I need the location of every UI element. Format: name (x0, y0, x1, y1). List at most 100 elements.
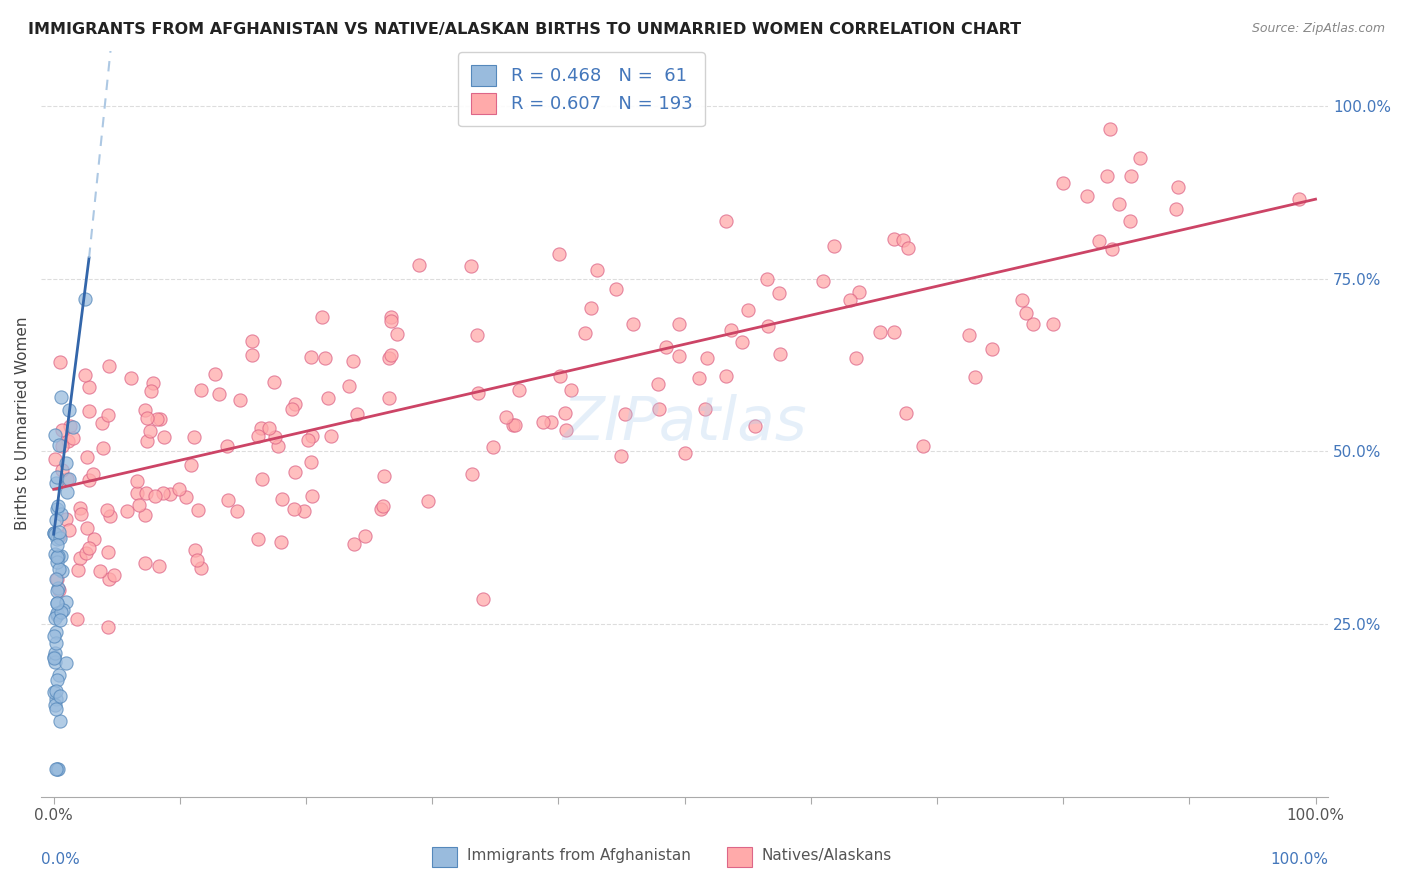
Point (1129, 151, 1152, 165)
Point (963, 369, 986, 384)
Point (301, 489, 323, 503)
Point (58, 523, 80, 537)
Point (46, 538, 69, 552)
Point (149, 412, 172, 426)
Point (135, 411, 157, 425)
Point (42, 650, 65, 665)
Point (153, 430, 176, 444)
Point (45, 702, 67, 716)
Point (668, 350, 690, 364)
Point (49, 507, 72, 521)
Point (120, 371, 142, 385)
Point (46, 606, 69, 620)
Point (263, 375, 285, 389)
Point (668, 318, 690, 332)
Point (45, 625, 67, 640)
Point (240, 348, 263, 362)
Point (56, 484, 79, 499)
Point (579, 301, 602, 315)
Point (883, 325, 905, 339)
Point (240, 334, 263, 348)
Point (159, 486, 181, 500)
Text: Immigrants from Afghanistan: Immigrants from Afghanistan (467, 847, 690, 863)
Point (97, 572, 120, 586)
Point (46, 596, 69, 610)
Point (75, 546, 97, 560)
Point (408, 258, 430, 272)
Point (897, 241, 920, 255)
Point (44, 428, 66, 442)
Point (693, 402, 716, 417)
Point (647, 376, 669, 391)
Point (502, 418, 524, 433)
Point (89, 564, 111, 578)
Point (387, 326, 409, 341)
Text: Source: ZipAtlas.com: Source: ZipAtlas.com (1251, 22, 1385, 36)
Point (299, 350, 322, 364)
Point (167, 483, 190, 497)
Point (246, 429, 269, 443)
Point (51, 438, 73, 452)
Point (44, 655, 66, 669)
Point (97, 620, 120, 634)
Point (838, 293, 860, 307)
Point (52, 603, 75, 617)
Point (44, 526, 66, 541)
Point (894, 407, 917, 421)
Point (139, 384, 162, 399)
Point (1052, 176, 1074, 190)
Point (49, 613, 72, 627)
Point (45, 762, 67, 776)
Point (613, 407, 636, 421)
Point (270, 534, 292, 549)
Point (58, 403, 80, 417)
Point (45, 584, 67, 599)
Point (79, 541, 101, 555)
Point (1014, 305, 1036, 319)
Point (146, 412, 169, 426)
Point (1167, 180, 1189, 194)
Point (314, 351, 336, 366)
Point (45, 502, 67, 516)
Point (115, 504, 138, 518)
Text: IMMIGRANTS FROM AFGHANISTAN VS NATIVE/ALASKAN BIRTHS TO UNMARRIED WOMEN CORRELAT: IMMIGRANTS FROM AFGHANISTAN VS NATIVE/AL… (28, 22, 1021, 37)
Point (44, 547, 66, 561)
Point (540, 416, 562, 430)
Point (337, 379, 360, 393)
Point (184, 543, 207, 558)
Point (103, 567, 125, 582)
Point (531, 415, 554, 429)
Point (55, 471, 77, 485)
Point (688, 371, 710, 385)
Point (461, 467, 484, 481)
Point (45, 673, 67, 688)
Point (869, 326, 891, 340)
Point (1099, 121, 1122, 136)
Point (174, 490, 197, 504)
Point (48, 668, 70, 682)
Point (342, 354, 364, 368)
Point (49, 606, 72, 620)
Text: 100.0%: 100.0% (1270, 852, 1329, 867)
Point (503, 417, 526, 432)
Point (380, 314, 402, 328)
Point (1288, 192, 1310, 206)
Point (354, 529, 377, 543)
Point (883, 232, 905, 246)
Point (186, 552, 208, 566)
Point (845, 351, 868, 366)
Point (737, 302, 759, 317)
Point (55, 656, 77, 670)
Point (148, 558, 170, 573)
Point (225, 504, 247, 518)
Point (696, 351, 718, 365)
Point (190, 383, 212, 397)
Point (460, 260, 482, 274)
Point (297, 433, 319, 447)
Point (83, 533, 105, 547)
Point (82, 467, 104, 481)
Point (42, 525, 65, 540)
Point (42, 629, 65, 643)
Point (621, 317, 644, 331)
Point (46, 533, 69, 547)
